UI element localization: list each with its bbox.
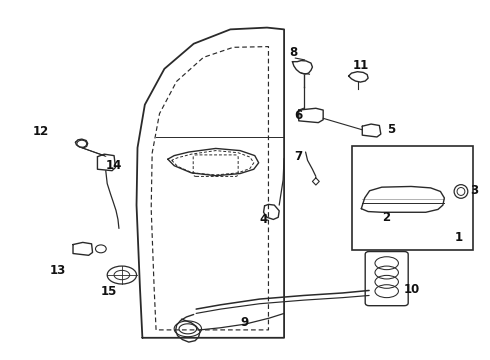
Text: 9: 9 xyxy=(240,316,248,329)
Text: 2: 2 xyxy=(382,211,390,224)
Text: 4: 4 xyxy=(260,213,268,226)
Text: 11: 11 xyxy=(352,59,369,72)
Text: 3: 3 xyxy=(470,184,478,197)
Text: 12: 12 xyxy=(32,125,49,138)
Bar xyxy=(351,146,473,250)
Text: 5: 5 xyxy=(387,123,395,136)
Text: 10: 10 xyxy=(404,283,420,296)
Text: 14: 14 xyxy=(106,159,122,172)
Text: 1: 1 xyxy=(455,231,463,244)
Text: 7: 7 xyxy=(294,150,302,163)
Text: 13: 13 xyxy=(49,264,66,277)
Text: 8: 8 xyxy=(289,46,297,59)
Text: 15: 15 xyxy=(101,285,117,298)
Text: 6: 6 xyxy=(294,109,302,122)
